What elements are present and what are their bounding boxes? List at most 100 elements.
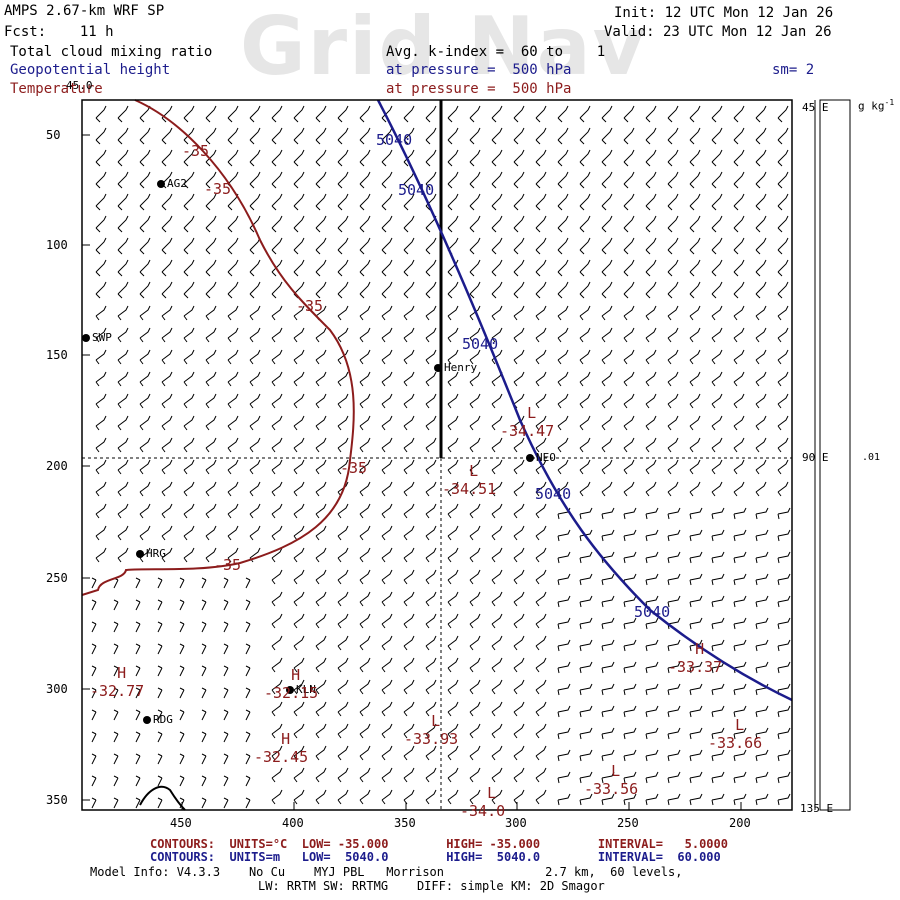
- wind-barb: [667, 127, 679, 145]
- wind-barb: [447, 635, 459, 651]
- wind-barb: [755, 459, 767, 475]
- wind-barb: [667, 281, 679, 299]
- wind-barb: [601, 259, 613, 277]
- wind-barb: [557, 305, 569, 321]
- wind-barb: [293, 393, 305, 409]
- wind-barb: [425, 745, 437, 761]
- wind-barb: [469, 415, 481, 431]
- wind-barb: [271, 789, 283, 805]
- wind-barb: [645, 481, 657, 497]
- wind-barb: [513, 281, 525, 299]
- wind-barb: [95, 327, 107, 343]
- wind-barb: [271, 569, 283, 585]
- height-contour-label: 5040: [535, 485, 572, 503]
- wind-barb: [667, 727, 681, 740]
- wind-barb: [491, 525, 503, 541]
- wind-barb: [139, 127, 151, 145]
- wind-barb: [315, 171, 327, 189]
- wind-barb: [205, 105, 217, 123]
- wind-barb: [205, 371, 217, 387]
- wind-barb: [513, 171, 525, 189]
- wind-barb: [201, 665, 207, 677]
- wind-barb: [135, 577, 141, 589]
- wind-barb: [491, 745, 503, 761]
- wind-barb: [161, 349, 173, 365]
- wind-barb: [535, 281, 547, 299]
- wind-barb: [777, 573, 791, 586]
- wind-barb: [557, 437, 569, 453]
- wind-barb: [469, 127, 481, 145]
- wind-barb: [667, 595, 681, 608]
- wind-barb: [645, 617, 659, 630]
- wind-barb: [403, 657, 415, 673]
- wind-barb: [447, 613, 459, 629]
- wind-barb: [645, 771, 659, 784]
- wind-barb: [359, 789, 371, 805]
- wind-barb: [667, 305, 679, 321]
- wind-barb: [135, 731, 141, 743]
- wind-barb: [777, 105, 789, 123]
- wind-barb: [513, 415, 525, 431]
- wind-barb: [601, 705, 615, 718]
- wind-barb: [245, 665, 251, 677]
- wind-barb: [205, 193, 217, 211]
- wind-barb: [491, 281, 503, 299]
- wind-barb: [271, 701, 283, 717]
- wind-barb: [157, 709, 163, 721]
- wind-barb: [645, 281, 657, 299]
- wind-barb: [271, 127, 283, 145]
- wind-barb: [425, 679, 437, 695]
- wind-barb: [601, 371, 613, 387]
- wind-barb: [777, 459, 789, 475]
- wind-barb: [315, 723, 327, 739]
- wind-barb: [513, 327, 525, 343]
- wind-barb: [91, 709, 97, 721]
- wind-barb: [337, 745, 349, 761]
- wind-barb: [205, 503, 217, 519]
- wind-barb: [755, 771, 769, 784]
- wind-barb: [733, 683, 747, 696]
- wind-barb: [293, 569, 305, 585]
- wind-barb: [271, 105, 283, 123]
- valid-time: Valid: 23 UTC Mon 12 Jan 26: [604, 24, 832, 40]
- height-contour-label: 5040: [634, 603, 671, 621]
- wind-barb: [667, 393, 679, 409]
- wind-barb: [183, 215, 195, 233]
- wind-barb: [161, 149, 173, 167]
- wind-barb: [183, 393, 195, 409]
- wind-barb: [293, 327, 305, 343]
- wind-barb: [777, 149, 789, 167]
- wind-barb: [117, 371, 129, 387]
- wind-barb: [117, 547, 129, 563]
- wind-barb: [535, 789, 547, 805]
- wind-barb: [139, 171, 151, 189]
- wind-barb: [711, 481, 723, 497]
- wind-barb: [513, 349, 525, 365]
- station-dot: [526, 454, 534, 462]
- field-geopotential: Geopotential height: [10, 62, 171, 78]
- wind-barb: [535, 237, 547, 255]
- wind-barb: [135, 687, 141, 699]
- wind-barb: [777, 793, 791, 806]
- wind-barb: [755, 595, 769, 608]
- wind-barb: [337, 525, 349, 541]
- wind-barb: [601, 349, 613, 365]
- station-label: SWP: [92, 331, 112, 344]
- wind-barb: [205, 415, 217, 431]
- wind-barb: [711, 193, 723, 211]
- wind-barb: [315, 193, 327, 211]
- wind-barb: [183, 149, 195, 167]
- wind-barb: [579, 171, 591, 189]
- wind-barb: [91, 599, 97, 611]
- wind-barb: [535, 745, 547, 761]
- wind-barb: [403, 547, 415, 563]
- wind-barb: [245, 797, 251, 809]
- wind-barb: [469, 525, 481, 541]
- wind-barb: [425, 701, 437, 717]
- wind-barb: [315, 569, 327, 585]
- wind-barb: [645, 171, 657, 189]
- wind-barb: [601, 193, 613, 211]
- wind-barb: [95, 215, 107, 233]
- wind-barb: [755, 617, 769, 630]
